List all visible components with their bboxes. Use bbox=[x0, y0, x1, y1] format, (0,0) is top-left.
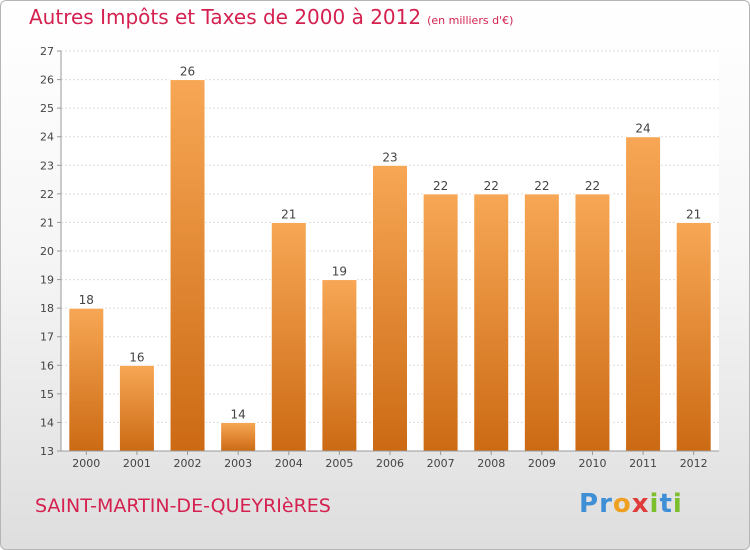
data-labels: 18 16 26 14 21 19 23 22 22 22 22 24 21 bbox=[79, 65, 702, 422]
data-label: 21 bbox=[686, 207, 701, 221]
y-tick-label: 18 bbox=[40, 302, 54, 315]
x-tick-label: 2007 bbox=[427, 457, 455, 470]
x-tick-label: 2010 bbox=[578, 457, 606, 470]
bar bbox=[169, 79, 206, 452]
y-tick-label: 15 bbox=[40, 388, 54, 401]
y-tick-label: 20 bbox=[40, 245, 54, 258]
chart-title: Autres Impôts et Taxes de 2000 à 2012 bbox=[29, 5, 422, 29]
x-tick-label: 2005 bbox=[325, 457, 353, 470]
x-tick-label: 2001 bbox=[123, 457, 151, 470]
y-tick-label: 17 bbox=[40, 331, 54, 344]
x-tick-label: 2000 bbox=[72, 457, 100, 470]
data-label: 22 bbox=[433, 179, 448, 193]
data-label: 22 bbox=[484, 179, 499, 193]
y-tick-label: 16 bbox=[40, 359, 54, 372]
bar bbox=[574, 193, 611, 452]
data-label: 22 bbox=[534, 179, 549, 193]
x-tick-label: 2002 bbox=[174, 457, 202, 470]
data-label: 19 bbox=[332, 265, 347, 279]
logo-letter: i bbox=[649, 489, 660, 519]
y-tick-label: 22 bbox=[40, 188, 54, 201]
y-tick-label: 25 bbox=[40, 102, 54, 115]
data-label: 16 bbox=[129, 350, 144, 364]
bar bbox=[220, 421, 257, 452]
data-label: 23 bbox=[382, 150, 397, 164]
bar bbox=[675, 221, 712, 452]
x-tick-label: 2009 bbox=[528, 457, 556, 470]
y-tick-label: 21 bbox=[40, 216, 54, 229]
x-tick-label: 2012 bbox=[680, 457, 708, 470]
y-tick-label: 13 bbox=[40, 445, 54, 458]
chart-title-block: Autres Impôts et Taxes de 2000 à 2012 (en… bbox=[29, 5, 513, 29]
bar bbox=[625, 136, 662, 452]
bar bbox=[422, 193, 459, 452]
data-label: 21 bbox=[281, 207, 296, 221]
bar bbox=[473, 193, 510, 452]
bar bbox=[118, 364, 155, 452]
chart-subtitle: (en milliers d'€) bbox=[427, 14, 514, 27]
data-label: 24 bbox=[635, 122, 650, 136]
y-tick-label: 27 bbox=[40, 45, 54, 58]
data-label: 18 bbox=[79, 293, 94, 307]
logo-letter: o bbox=[612, 489, 632, 519]
logo-letter: r bbox=[599, 489, 613, 519]
data-label: 14 bbox=[231, 407, 246, 421]
x-tick-label: 2006 bbox=[376, 457, 404, 470]
x-tick-label: 2008 bbox=[477, 457, 505, 470]
x-tick-label: 2004 bbox=[275, 457, 303, 470]
x-axis: 2000 2001 2002 2003 2004 2005 2006 2007 2008 2009… bbox=[61, 450, 719, 470]
bar bbox=[321, 279, 358, 452]
logo-letter: i bbox=[672, 489, 683, 519]
y-tick-label: 19 bbox=[40, 274, 54, 287]
y-axis: 13 14 15 16 17 18 19 20 21 22 23 24 25 26 27 bbox=[40, 45, 62, 458]
bar bbox=[372, 164, 408, 452]
proxiti-logo: Proxiti bbox=[579, 489, 683, 519]
y-tick-label: 23 bbox=[40, 159, 54, 172]
logo-letter: P bbox=[579, 489, 600, 519]
bar bbox=[523, 193, 560, 452]
city-name: SAINT-MARTIN-DE-QUEYRIèRES bbox=[35, 495, 331, 517]
data-label: 26 bbox=[180, 65, 195, 79]
y-tick-label: 24 bbox=[40, 131, 54, 144]
x-tick-label: 2011 bbox=[629, 457, 657, 470]
data-label: 22 bbox=[585, 179, 600, 193]
logo-letter: t bbox=[659, 489, 673, 519]
y-tick-label: 26 bbox=[40, 74, 54, 87]
bar bbox=[68, 307, 105, 452]
logo-letter: x bbox=[631, 489, 650, 519]
bar bbox=[270, 221, 307, 452]
x-tick-label: 2003 bbox=[224, 457, 252, 470]
y-tick-label: 14 bbox=[40, 416, 54, 429]
